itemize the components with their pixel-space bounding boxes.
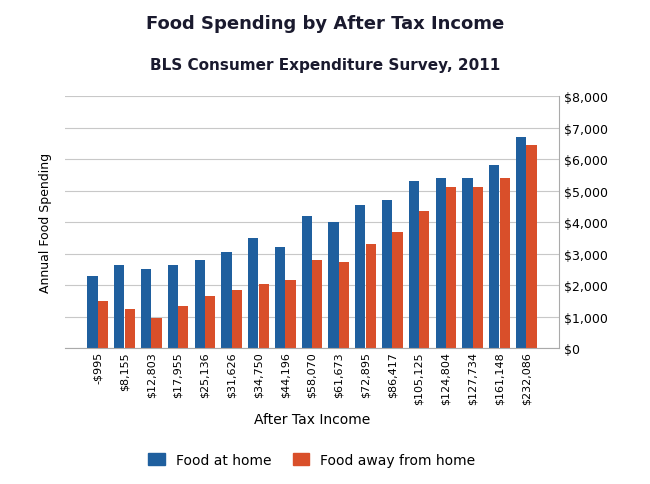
Bar — [339, 262, 349, 348]
Bar — [366, 245, 376, 348]
Bar — [168, 265, 178, 348]
Bar — [285, 281, 296, 348]
Bar — [409, 182, 419, 348]
Bar — [500, 179, 510, 348]
Bar — [462, 179, 473, 348]
Bar — [232, 290, 242, 348]
Bar — [328, 223, 339, 348]
Bar — [178, 306, 188, 348]
Bar — [473, 188, 483, 348]
Bar — [222, 253, 231, 348]
Bar — [393, 232, 402, 348]
Text: Food Spending by After Tax Income: Food Spending by After Tax Income — [146, 15, 504, 32]
Text: BLS Consumer Expenditure Survey, 2011: BLS Consumer Expenditure Survey, 2011 — [150, 58, 500, 73]
Bar — [382, 201, 392, 348]
Bar — [302, 216, 312, 348]
Bar — [205, 297, 215, 348]
Bar — [275, 248, 285, 348]
X-axis label: After Tax Income: After Tax Income — [254, 412, 370, 426]
Bar — [98, 301, 108, 348]
Y-axis label: Annual Food Spending: Annual Food Spending — [39, 153, 52, 292]
Bar — [141, 270, 151, 348]
Bar — [356, 205, 365, 348]
Bar — [446, 188, 456, 348]
Bar — [151, 318, 162, 348]
Bar — [489, 166, 499, 348]
Bar — [419, 212, 430, 348]
Bar — [259, 284, 268, 348]
Bar — [125, 309, 135, 348]
Bar — [114, 265, 124, 348]
Bar — [312, 260, 322, 348]
Bar — [88, 276, 97, 348]
Legend: Food at home, Food away from home: Food at home, Food away from home — [143, 447, 481, 472]
Bar — [436, 179, 446, 348]
Bar — [516, 137, 526, 348]
Bar — [194, 260, 205, 348]
Bar — [526, 146, 536, 348]
Bar — [248, 239, 258, 348]
